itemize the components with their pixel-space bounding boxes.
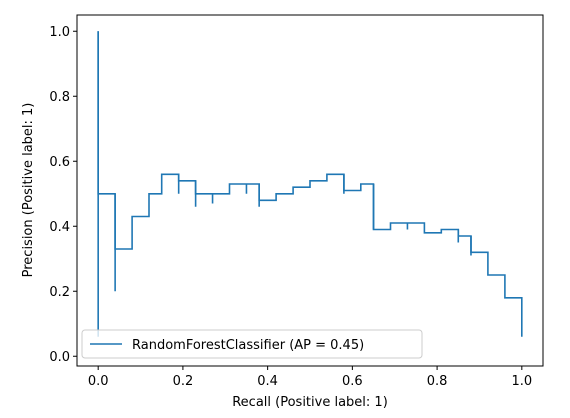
x-tick-label: 0.2 [173, 374, 194, 389]
x-tick-label: 0.8 [427, 374, 448, 389]
y-tick-label: 0.8 [49, 90, 70, 105]
y-axis: 0.0 0.2 0.4 0.6 0.8 1.0 [49, 25, 77, 365]
y-tick-label: 0.2 [49, 285, 70, 300]
x-tick-label: 0.4 [257, 374, 278, 389]
y-tick-label: 0.6 [49, 155, 70, 170]
y-tick-label: 1.0 [49, 25, 70, 40]
plot-frame [76, 14, 544, 367]
legend-box [81, 329, 423, 359]
x-axis: 0.0 0.2 0.4 0.6 0.8 1.0 [88, 366, 532, 389]
x-tick-label: 0.0 [88, 374, 109, 389]
x-axis-title: Recall (Positive label: 1) [232, 395, 388, 410]
y-tick-label: 0.4 [49, 220, 70, 235]
y-axis-title: Precision (Positive label: 1) [21, 103, 36, 278]
x-tick-label: 1.0 [511, 374, 532, 389]
legend: RandomForestClassifier (AP = 0.45) [81, 329, 423, 359]
y-tick-label: 0.0 [49, 350, 70, 365]
legend-label: RandomForestClassifier (AP = 0.45) [132, 338, 364, 353]
x-tick-label: 0.6 [342, 374, 363, 389]
pr-curve [97, 31, 523, 337]
